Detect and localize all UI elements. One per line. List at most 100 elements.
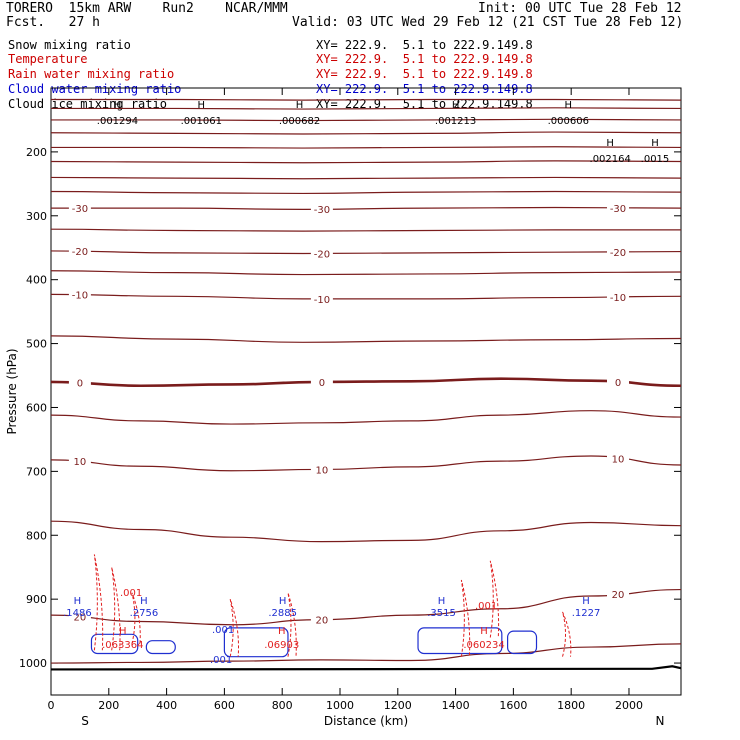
cloud-water-max-marker: H: [140, 596, 148, 607]
isotherm-label-bg: [310, 292, 333, 305]
isotherm: [50, 131, 682, 135]
isotherm-label-bg: [68, 202, 91, 215]
cloud-water-contour: [223, 627, 289, 658]
isotherm-label-bg: [310, 375, 333, 388]
isotherm-label-bg: [68, 455, 91, 468]
snow-max-marker: H: [565, 100, 573, 111]
isotherm-label: -10: [72, 291, 88, 302]
isotherm-label: 20: [612, 590, 625, 601]
rain-water-contour: [111, 567, 121, 651]
isotherm-label: 10: [612, 455, 625, 466]
snow-max-value: .002164: [590, 154, 631, 165]
isotherm-label-bg: [310, 613, 333, 626]
x-tick-label: 200: [98, 699, 119, 712]
model-title: TORERO 15km ARW Run2 NCAR/MMM: [6, 1, 288, 16]
field-legend-cloud-ice: Cloud ice mixing ratio: [8, 97, 167, 111]
rain-water-contour: [131, 592, 141, 644]
isotherm: [50, 643, 682, 664]
cloud-water-contour: [145, 640, 176, 655]
isotherm: [50, 455, 682, 472]
isotherm-label: -20: [610, 248, 626, 259]
isotherm: [50, 228, 681, 232]
isotherm: [51, 146, 682, 149]
contour-level-label: .001: [212, 625, 234, 636]
field-xy-rain: XY= 222.9. 5.1 to 222.9.149.8: [316, 67, 533, 81]
isotherm: [50, 520, 682, 543]
field-legend-temperature: Temperature: [8, 52, 88, 66]
cloud-water-contour: [507, 630, 538, 655]
cloud-water-max-marker: H: [582, 596, 590, 607]
x-axis-left-end: S: [81, 714, 89, 728]
x-tick-label: 2000: [615, 699, 643, 712]
isotherm-label: 10: [74, 457, 87, 468]
y-tick-label: 1000: [19, 657, 47, 670]
cloud-water-contour: [90, 633, 139, 655]
rain-water-contour: [562, 611, 572, 657]
isotherm: [50, 588, 682, 626]
isotherm-label: 10: [316, 465, 329, 476]
isotherm-label: 0: [615, 378, 621, 389]
isotherm-label-bg: [310, 247, 333, 260]
field-xy-snow: XY= 222.9. 5.1 to 222.9.149.8: [316, 38, 533, 52]
contour-level-label: .001: [210, 655, 232, 666]
snow-max-marker: H: [651, 138, 659, 149]
cloud-water-max-marker: H: [74, 596, 82, 607]
isotherm-label-bg: [68, 288, 91, 301]
isotherm: [50, 377, 682, 388]
plot-frame: [50, 87, 682, 696]
isotherm: [50, 335, 682, 343]
isotherm: [50, 250, 682, 255]
y-tick-label: 200: [26, 146, 47, 159]
isotherm-label-bg: [607, 201, 629, 214]
x-tick-label: 0: [48, 699, 55, 712]
y-tick-label: 700: [26, 465, 47, 478]
isotherm-label: -10: [314, 295, 330, 306]
x-axis-right-end: N: [656, 714, 665, 728]
cloud-water-max-marker: H: [438, 596, 446, 607]
contour-level-label: .001: [120, 588, 142, 599]
isotherm-label-bg: [607, 290, 629, 303]
isotherm: [50, 176, 682, 180]
isotherm-label: -20: [314, 249, 330, 260]
snow-max-value: .001294: [97, 116, 138, 127]
isotherm: [51, 206, 682, 211]
snow-max-value: .0015: [641, 154, 670, 165]
isotherm-label-bg: [68, 245, 91, 258]
isotherm: [51, 118, 682, 122]
isotherm-label: -30: [314, 205, 330, 216]
isotherm-label: 0: [319, 378, 325, 389]
isotherm: [50, 107, 682, 110]
snow-max-marker: H: [606, 138, 614, 149]
isotherm-label: -30: [610, 204, 626, 215]
isotherm-label: 20: [74, 612, 87, 623]
snow-max-marker: H: [114, 100, 122, 111]
rain-water-contour: [287, 592, 297, 657]
snow-max-value: .001061: [181, 116, 222, 127]
isotherm-label-bg: [607, 588, 629, 601]
x-tick-label: 600: [214, 699, 235, 712]
isotherm: [50, 160, 682, 164]
snow-max-marker: H: [452, 100, 460, 111]
contour-level-label: .001: [475, 601, 497, 612]
isotherm-label: -10: [610, 293, 626, 304]
x-tick-label: 1400: [442, 699, 470, 712]
y-axis-title: Pressure (hPa): [5, 348, 19, 434]
snow-max-marker: H: [296, 100, 304, 111]
isotherm-label-bg: [310, 463, 333, 476]
isotherm-label-bg: [68, 610, 91, 623]
cloud-water-max-value: .1486: [63, 608, 92, 619]
field-legend-cloud-water: Cloud water mixing ratio: [8, 82, 182, 96]
field-xy-temperature: XY= 222.9. 5.1 to 222.9.149.8: [316, 52, 533, 66]
cloud-water-max-value: .2885: [268, 608, 297, 619]
rain-max-marker: H: [119, 626, 127, 637]
x-tick-label: 400: [156, 699, 177, 712]
isotherm-label: 0: [77, 379, 83, 390]
x-tick-label: 1000: [326, 699, 354, 712]
isotherm-label-bg: [607, 376, 629, 389]
isotherm: [50, 293, 682, 300]
terrain-surface: [50, 665, 682, 671]
cloud-water-max-value: .2756: [130, 608, 159, 619]
cloud-water-max-marker: H: [279, 596, 287, 607]
y-tick-label: 900: [26, 593, 47, 606]
rain-max-value: .06903: [264, 640, 299, 651]
